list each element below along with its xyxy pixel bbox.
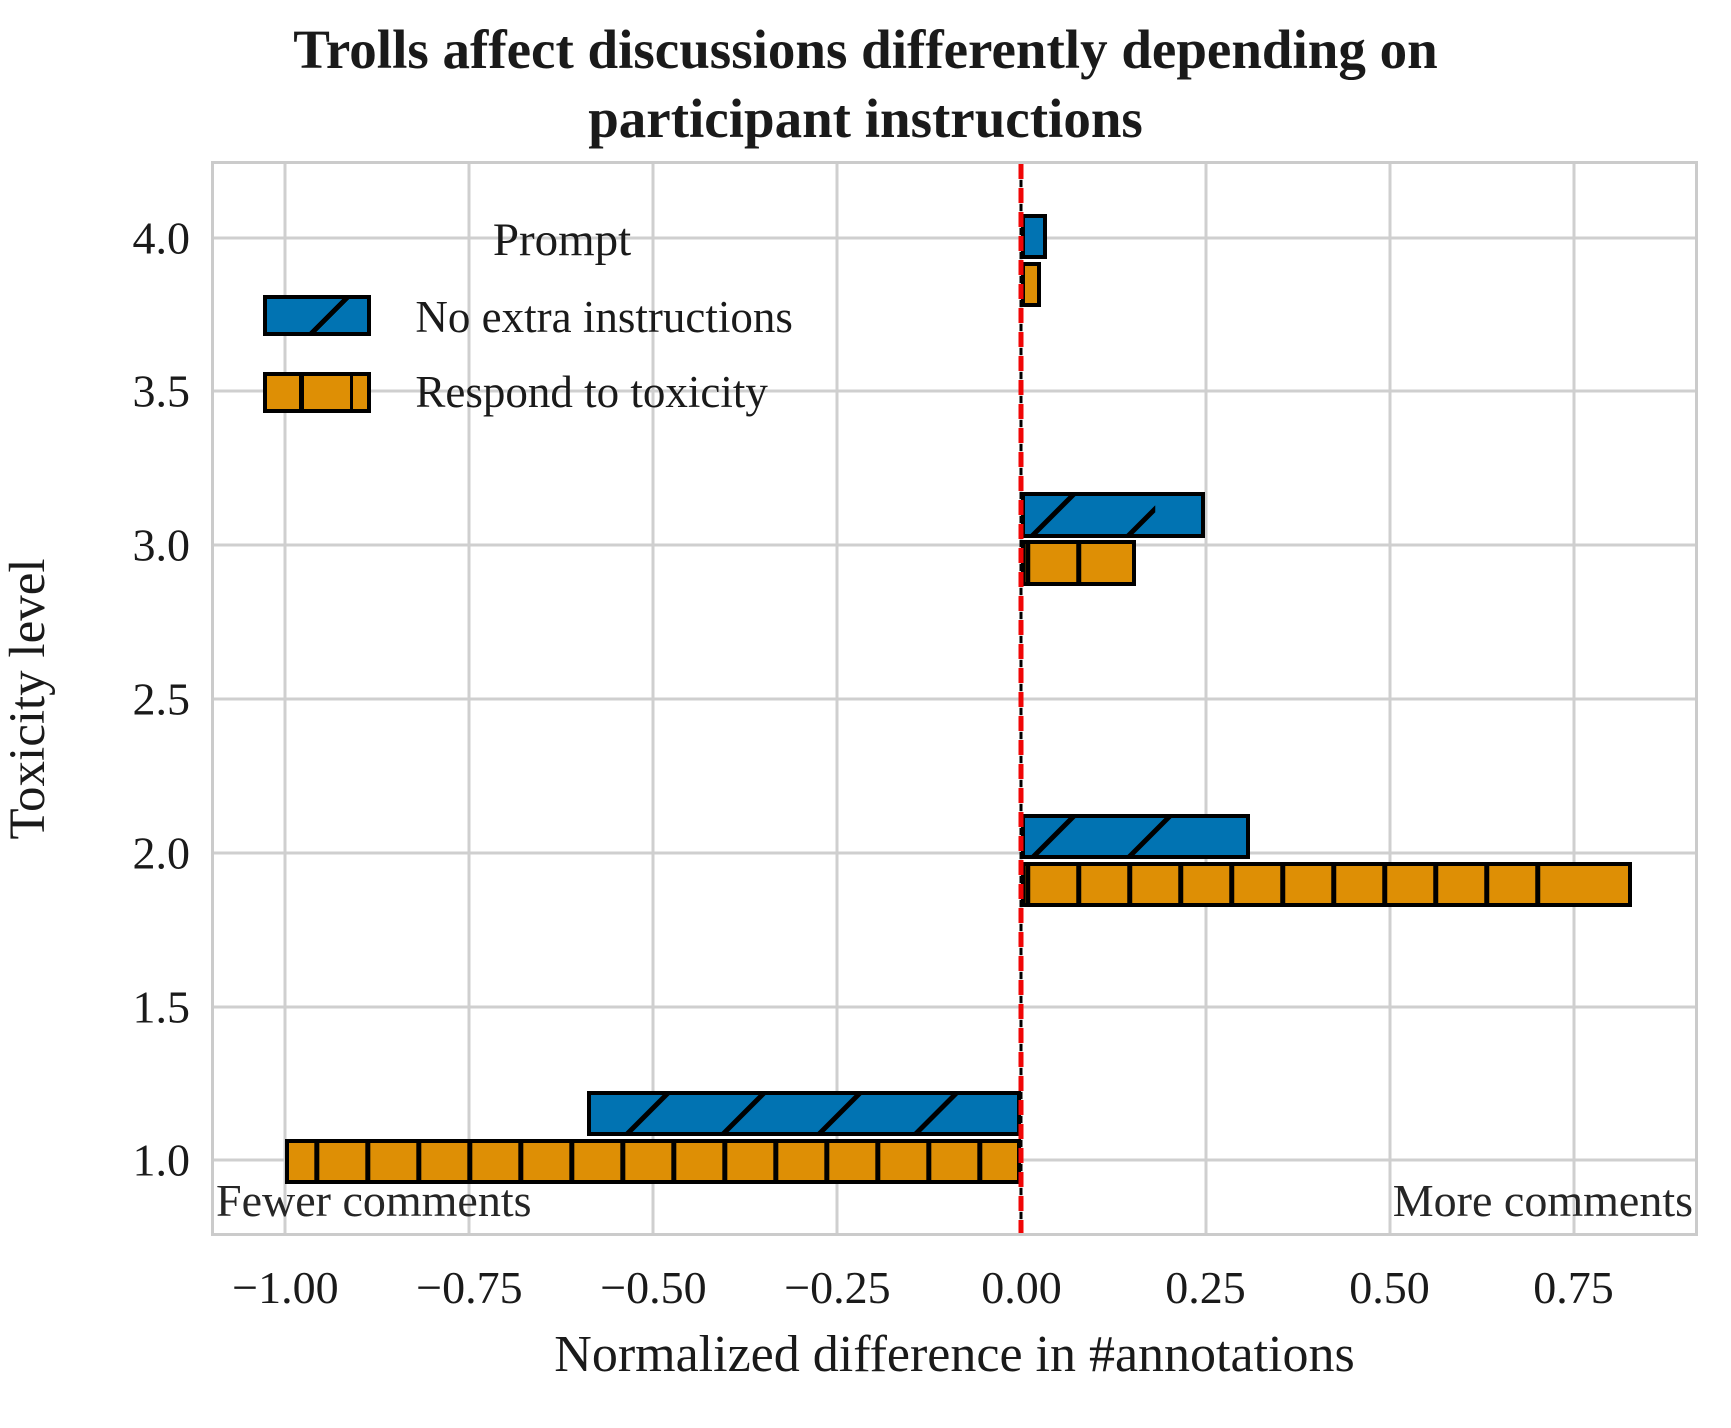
bar-no-extra-instructions-toxicity-1.0	[587, 1090, 1022, 1137]
chart-title-line2: participant instructions	[588, 87, 1143, 149]
bar-respond-to-toxicity-toxicity-3.0	[1021, 540, 1136, 586]
gridline-y-3.5	[214, 389, 1695, 393]
x-tick-label-0.00: 0.00	[981, 1262, 1062, 1313]
x-tick-label-−0.50: −0.50	[600, 1262, 707, 1313]
gridline-y-4.0	[214, 236, 1695, 240]
x-tick-label-−0.25: −0.25	[784, 1262, 891, 1313]
bar-respond-to-toxicity-toxicity-4.0	[1021, 261, 1041, 308]
x-tick-label-0.25: 0.25	[1165, 1262, 1246, 1313]
x-tick-label-0.75: 0.75	[1533, 1262, 1614, 1313]
y-tick-label-1.0: 1.0	[132, 1134, 191, 1186]
y-tick-label-1.5: 1.5	[132, 981, 191, 1033]
y-axis-label: Toxicity level	[0, 557, 56, 840]
annotation-fewer-comments: Fewer comments	[216, 1175, 532, 1226]
x-axis-label: Normalized difference in #annotations	[554, 1326, 1355, 1383]
gridline-y-2.5	[214, 697, 1695, 701]
gridline-y-3.0	[214, 543, 1695, 547]
gridline-y-1.5	[214, 1005, 1695, 1009]
bar-no-extra-instructions-toxicity-2.0	[1021, 813, 1250, 860]
plot-area: 4.0 3.5 3.0 2.5 2.0 1.5 1.0 −1.00 −0.75 −0.50 −0.…	[0, 161, 1698, 1383]
y-tick-label-2.5: 2.5	[132, 673, 191, 725]
legend-label-no-extra-instructions: No extra instructions	[415, 291, 793, 342]
x-tick-label-0.50: 0.50	[1349, 1262, 1430, 1313]
bar-no-extra-instructions-toxicity-3.0	[1021, 492, 1206, 538]
x-tick-label-−1.00: −1.00	[232, 1262, 339, 1313]
bar-respond-to-toxicity-toxicity-1.0	[285, 1138, 1022, 1185]
legend-title: Prompt	[492, 214, 632, 267]
y-tick-label-2.0: 2.0	[132, 827, 191, 879]
y-tick-label-3.0: 3.0	[132, 519, 191, 571]
gridline-y-2.0	[214, 851, 1695, 855]
y-tick-label-4.0: 4.0	[132, 212, 191, 264]
bar-no-extra-instructions-toxicity-4.0	[1021, 213, 1048, 260]
chart-title: Trolls affect discussions differently de…	[0, 16, 1731, 154]
y-tick-label-3.5: 3.5	[132, 365, 191, 417]
zero-reference-line	[1018, 164, 1024, 1233]
chart-title-line1: Trolls affect discussions differently de…	[293, 19, 1438, 80]
bar-respond-to-toxicity-toxicity-2.0	[1021, 861, 1633, 908]
legend-swatch-no-extra-instructions	[262, 294, 371, 336]
x-tick-label-−0.75: −0.75	[416, 1262, 523, 1313]
annotation-more-comments: More comments	[1392, 1175, 1693, 1226]
